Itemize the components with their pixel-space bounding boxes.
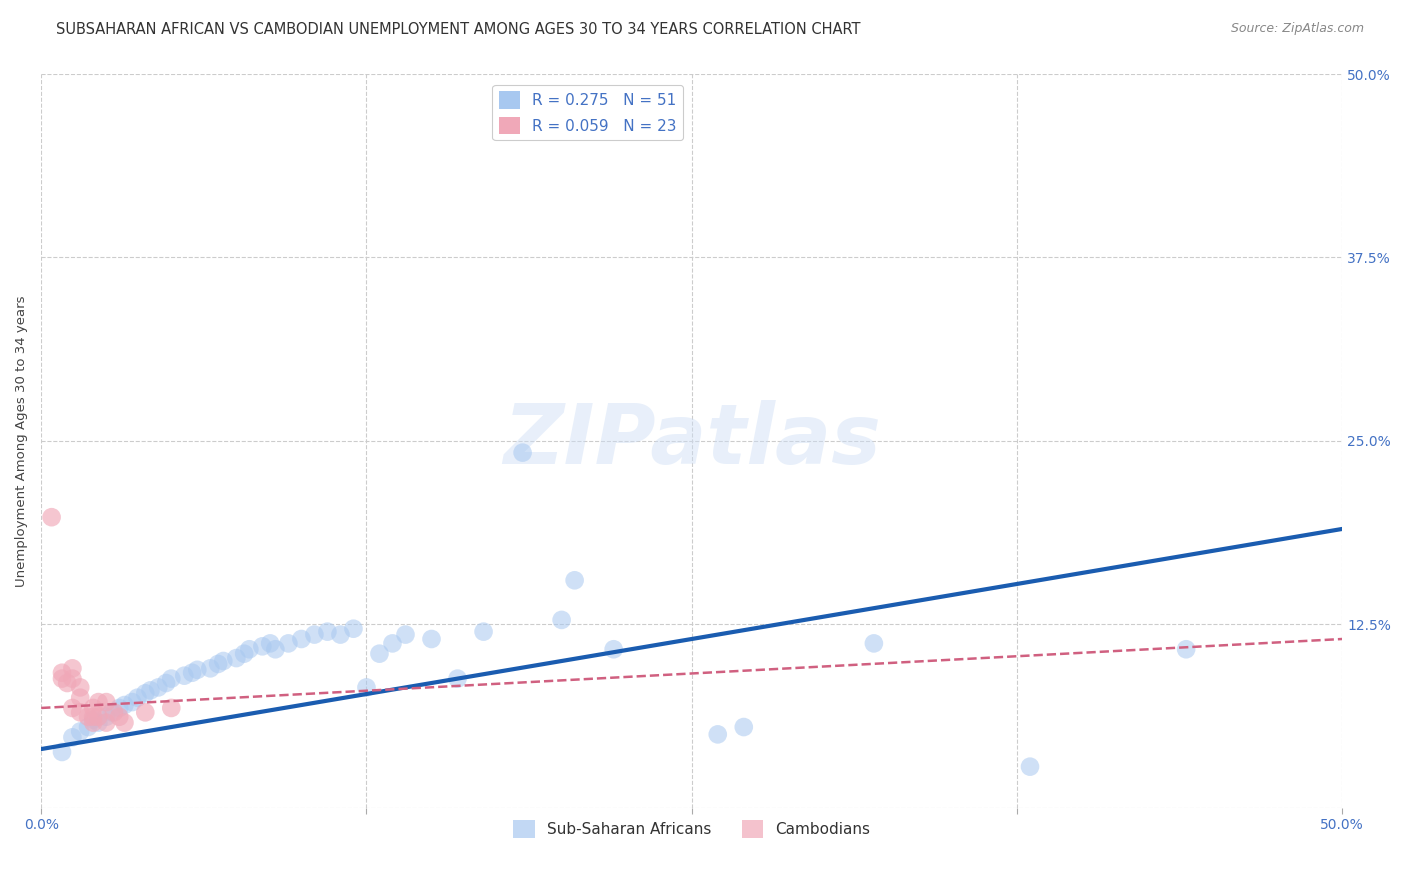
Point [77, 710, 100, 724]
Point [62, 701, 84, 715]
Point [114, 715, 136, 730]
Point [550, 613, 572, 627]
Point [160, 672, 183, 686]
Point [186, 663, 208, 677]
Point [139, 683, 162, 698]
Point [69, 690, 91, 705]
Point [356, 681, 378, 695]
Point [1019, 759, 1042, 773]
Y-axis label: Unemployment Among Ages 30 to 34 years: Unemployment Among Ages 30 to 34 years [15, 295, 28, 587]
Point [304, 627, 326, 641]
Point [51, 665, 73, 680]
Point [394, 627, 416, 641]
Point [160, 701, 183, 715]
Point [212, 654, 235, 668]
Legend: Sub-Saharan Africans, Cambodians: Sub-Saharan Africans, Cambodians [508, 814, 876, 844]
Point [87, 695, 110, 709]
Point [420, 632, 443, 646]
Point [173, 668, 195, 682]
Point [96, 695, 118, 709]
Point [512, 445, 534, 459]
Point [114, 698, 136, 712]
Point [51, 745, 73, 759]
Point [225, 651, 247, 665]
Point [96, 710, 118, 724]
Point [82, 713, 104, 727]
Point [82, 710, 104, 724]
Point [264, 642, 287, 657]
Point [368, 647, 391, 661]
Point [82, 715, 104, 730]
Text: Source: ZipAtlas.com: Source: ZipAtlas.com [1230, 22, 1364, 36]
Point [100, 706, 122, 720]
Point [108, 701, 131, 715]
Point [134, 706, 156, 720]
Point [96, 715, 118, 730]
Point [69, 724, 91, 739]
Point [342, 622, 364, 636]
Point [148, 681, 170, 695]
Point [252, 640, 274, 654]
Point [127, 690, 149, 705]
Point [69, 706, 91, 720]
Point [1175, 642, 1198, 657]
Point [108, 710, 131, 724]
Point [62, 661, 84, 675]
Point [62, 731, 84, 745]
Point [472, 624, 495, 639]
Point [259, 636, 281, 650]
Point [181, 665, 204, 680]
Point [41, 510, 63, 524]
Point [134, 686, 156, 700]
Point [87, 715, 110, 730]
Point [602, 642, 624, 657]
Point [121, 695, 143, 709]
Point [238, 642, 260, 657]
Text: SUBSAHARAN AFRICAN VS CAMBODIAN UNEMPLOYMENT AMONG AGES 30 TO 34 YEARS CORRELATI: SUBSAHARAN AFRICAN VS CAMBODIAN UNEMPLOY… [56, 22, 860, 37]
Point [316, 624, 339, 639]
Point [329, 627, 352, 641]
Point [381, 636, 404, 650]
Point [51, 672, 73, 686]
Point [207, 657, 229, 671]
Point [706, 727, 728, 741]
Point [82, 701, 104, 715]
Point [233, 647, 256, 661]
Point [56, 676, 79, 690]
Point [446, 672, 468, 686]
Point [87, 710, 110, 724]
Text: ZIPatlas: ZIPatlas [503, 401, 880, 482]
Point [103, 706, 125, 720]
Point [69, 681, 91, 695]
Point [277, 636, 299, 650]
Point [77, 720, 100, 734]
Point [290, 632, 312, 646]
Point [863, 636, 886, 650]
Point [62, 672, 84, 686]
Point [733, 720, 755, 734]
Point [200, 661, 222, 675]
Point [564, 574, 586, 588]
Point [155, 676, 177, 690]
